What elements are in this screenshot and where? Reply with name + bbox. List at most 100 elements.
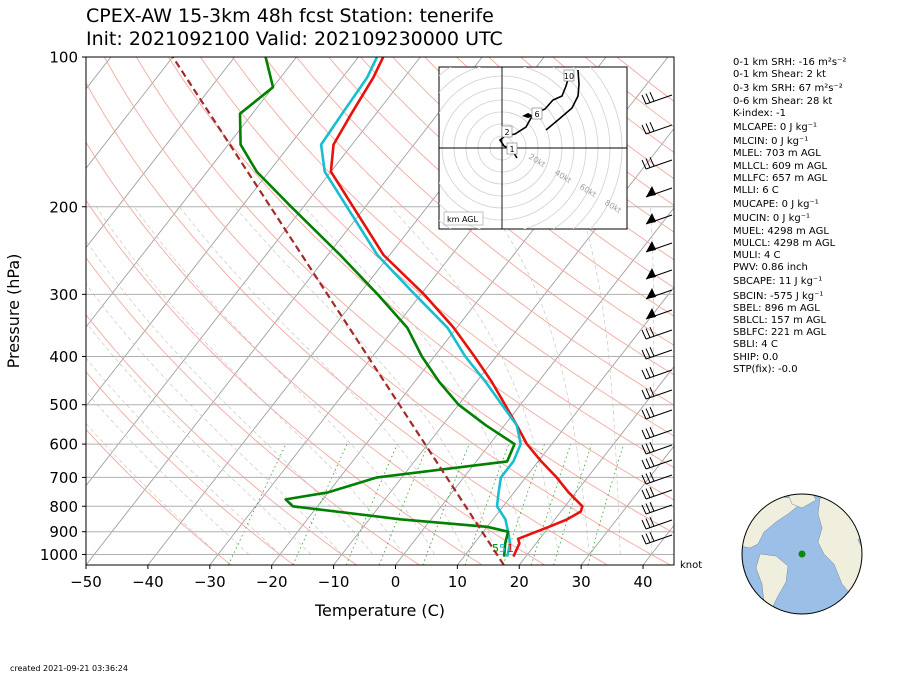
isotherm-line [580, 445, 674, 565]
dry-adiabat-line [168, 57, 674, 501]
wind-barb [641, 91, 673, 105]
parameter-line: 0-1 km SRH: -16 m²s⁻² [733, 57, 847, 68]
globe-south-america [755, 553, 789, 613]
x-tick-label: 0 [391, 573, 401, 591]
wind-barb [641, 456, 673, 470]
hodograph-units-label: km AGL [447, 215, 479, 224]
parameter-line: SBCAPE: 11 J kg⁻¹ [733, 276, 823, 288]
dry-adiabat-line [86, 371, 294, 565]
dry-adiabat-line [360, 57, 674, 317]
parameter-line: SBCIN: -575 J kg⁻¹ [733, 290, 824, 302]
profile-series [171, 57, 584, 565]
wind-barb [641, 406, 673, 420]
y-tick-label: 700 [49, 469, 78, 487]
wind-barb [645, 186, 673, 198]
moist-adiabat-line [86, 240, 373, 555]
dry-adiabat-line [86, 141, 546, 565]
chart-title-line1: CPEX-AW 15-3km 48h fcst Station: tenerif… [86, 5, 494, 27]
parameter-line: MLCIN: 0 J kg⁻¹ [733, 136, 809, 148]
parameter-line: PWV: 0.86 inch [733, 262, 808, 274]
parameter-line: SBLCL: 157 m AGL [733, 315, 827, 327]
wind-barb [641, 366, 673, 380]
y-tick-label: 1000 [40, 546, 78, 564]
moist-adiabat-line [650, 206, 655, 555]
sounding-parameters: 0-1 km SRH: -16 m²s⁻² 0-1 km Shear: 2 kt 0… [733, 57, 846, 376]
wind-barb [641, 121, 673, 135]
moist-adiabat-line [579, 206, 621, 555]
parameter-line: MUCAPE: 0 J kg⁻¹ [733, 199, 819, 211]
x-tick-label: −30 [194, 573, 226, 591]
parameter-line: MLEL: 703 m AGL [733, 148, 821, 160]
location-globe [741, 493, 863, 615]
moist-adiabat-line [86, 390, 250, 555]
dry-adiabat-line [103, 57, 671, 565]
isotherm-line [395, 207, 674, 565]
x-tick-label: −40 [132, 573, 164, 591]
parameter-line: SHIP: 0.0 [733, 351, 779, 363]
created-timestamp: created 2021-09-21 03:36:24 [10, 664, 128, 673]
station-marker [798, 550, 806, 558]
isotherm-line [86, 57, 297, 328]
wind-barb [645, 308, 673, 320]
mixing-ratio-line [502, 443, 545, 565]
dry-adiabat-line [296, 57, 674, 376]
x-axis-ticks: −50 −40 −30 −20 −10 0 10 20 30 40 [70, 565, 653, 591]
x-tick-label: 40 [634, 573, 653, 591]
chart-title-line2: Init: 2021092100 Valid: 202109230000 UTC [86, 28, 503, 50]
dry-adiabat-line [86, 428, 232, 565]
wind-barb [641, 156, 673, 170]
y-tick-label: 800 [49, 498, 78, 516]
chart-grid [86, 57, 674, 565]
moist-adiabat-line [133, 206, 435, 555]
parameter-line: 0-1 km Shear: 2 kt [733, 69, 826, 81]
wind-barb [641, 501, 673, 515]
parcel-line [171, 57, 505, 565]
dry-adiabat-line [135, 57, 674, 534]
hodograph-height-label: 10 [564, 72, 574, 81]
mixing-ratio-line [292, 443, 348, 565]
y-tick-label: 900 [49, 523, 78, 541]
wind-barb [641, 386, 673, 400]
barb-units-label: knot [680, 560, 703, 571]
parameter-line: MLLCL: 609 m AGL [733, 160, 828, 172]
mixing-ratio-line [345, 443, 398, 565]
y-axis-ticks: 100 200 300 400 500 600 700 800 900 1000 [40, 49, 86, 564]
hodograph-height-label: 1 [509, 145, 514, 154]
wind-barb [641, 326, 673, 340]
x-tick-label: −20 [256, 573, 288, 591]
wind-barb [641, 426, 673, 440]
moist-adiabat-line [86, 357, 281, 555]
y-tick-label: 200 [49, 198, 78, 216]
dry-adiabat-line [86, 257, 420, 565]
y-tick-label: 500 [49, 396, 78, 414]
wind-barb [641, 441, 673, 455]
wind-barb [641, 471, 673, 485]
wind-barb [641, 531, 673, 545]
dry-adiabat-line [328, 57, 674, 346]
x-tick-label: 20 [510, 573, 529, 591]
wind-barb [641, 346, 673, 360]
dry-adiabat-line [86, 314, 357, 565]
x-tick-label: 10 [448, 573, 467, 591]
dry-adiabat-line [264, 57, 674, 406]
globe-greenland [787, 494, 817, 509]
dry-adiabat-line [392, 57, 674, 289]
isotherm-line [86, 57, 174, 169]
isotherm-line [86, 57, 359, 408]
hodograph-trace-upper [545, 69, 580, 131]
parameter-line: SBEL: 896 m AGL [733, 302, 820, 314]
isotherm-line [86, 57, 236, 249]
mixing-ratio-line [587, 443, 625, 565]
isotherm-line [518, 365, 674, 565]
dry-adiabat-line [86, 199, 483, 565]
x-axis-label: Temperature (C) [314, 601, 445, 620]
wind-barb [641, 516, 673, 530]
x-tick-label: −50 [70, 573, 102, 591]
parameter-line: MLLFC: 657 m AGL [733, 172, 828, 184]
moist-adiabat-line [179, 206, 466, 555]
parameter-line: 0-3 km SRH: 67 m²s⁻² [733, 83, 843, 95]
hodograph-height-label: 2 [504, 128, 509, 137]
x-tick-label: 30 [572, 573, 591, 591]
